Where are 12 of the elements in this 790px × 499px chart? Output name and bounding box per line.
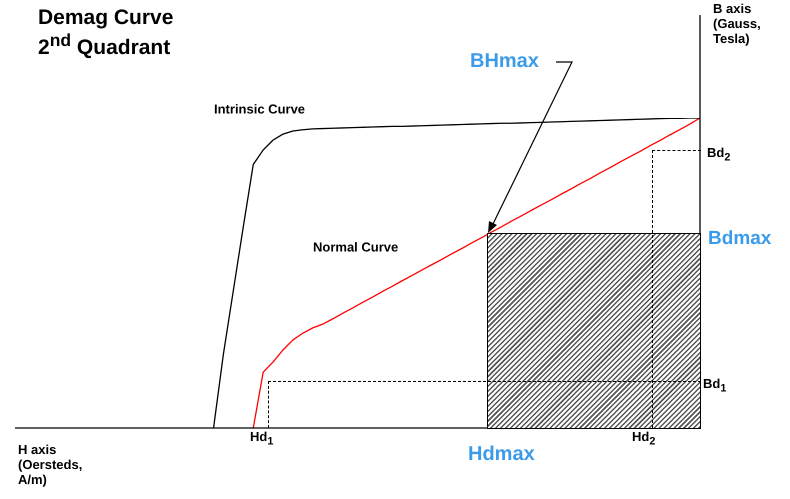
text: Bd$_{1}$ [703, 376, 726, 396]
text: Bdmax [708, 228, 772, 250]
text: BHmax [470, 50, 539, 73]
text: B axis (Gauss, Tesla) [713, 1, 761, 47]
chart-title: Demag Curve 2$^{nd}$ Quadrant [38, 6, 174, 60]
text: Hdmax [468, 443, 535, 466]
series-label: Intrinsic Curve [214, 102, 306, 117]
x-axis-title: H axis (Oersteds, A/m) [18, 442, 82, 488]
series-label: Normal Curve [313, 240, 398, 255]
text: Hd$_{1}$ [250, 429, 274, 448]
text: Bd$_{2}$ [707, 145, 730, 164]
text: Hd$_{2}$ [632, 429, 656, 448]
